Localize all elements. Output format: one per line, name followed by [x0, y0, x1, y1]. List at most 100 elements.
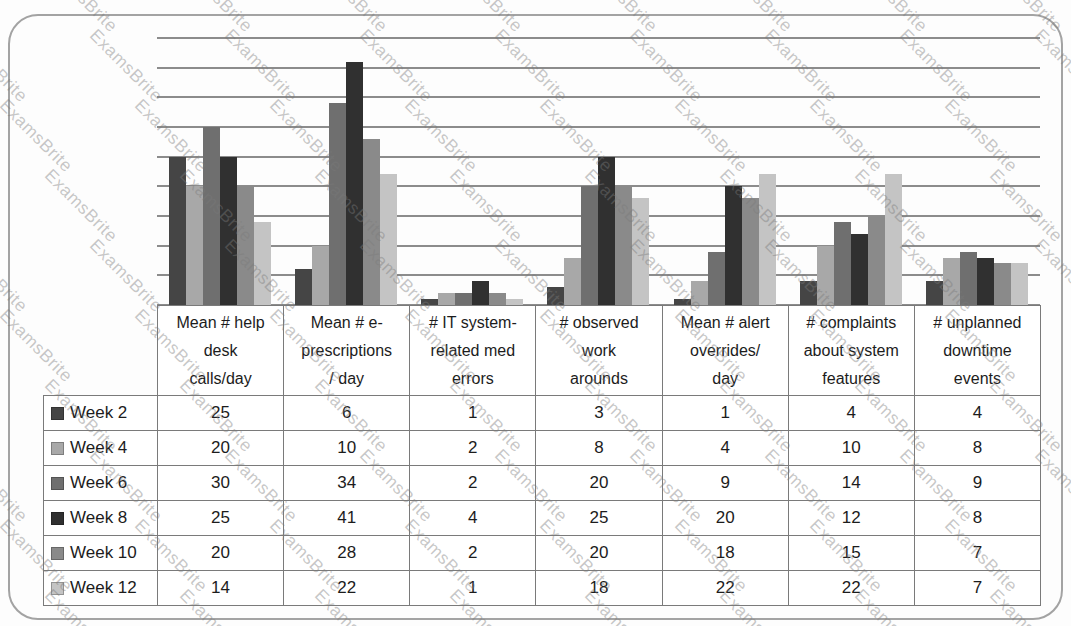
row-label-cell: Week 2: [44, 396, 158, 431]
value-cell-1-0: 20: [158, 431, 284, 466]
bar-week10-cat1: [363, 139, 380, 305]
bar-week8-cat0: [220, 157, 237, 305]
value-cell-0-4: 1: [662, 396, 788, 431]
bar-group-0: [157, 38, 283, 305]
value-cell-5-2: 1: [410, 571, 536, 606]
value-cell-3-0: 25: [158, 501, 284, 536]
bar-week4-cat5: [817, 246, 834, 305]
column-header-2: # IT system- related med errors: [410, 306, 536, 396]
legend-key-icon: [51, 582, 64, 595]
bar-week6-cat0: [203, 127, 220, 305]
value-cell-2-3: 20: [536, 466, 662, 501]
bar-week8-cat1: [346, 62, 363, 305]
bar-group-3: [535, 38, 661, 305]
value-cell-4-3: 20: [536, 536, 662, 571]
value-cell-0-1: 6: [284, 396, 410, 431]
row-label-cell: Week 6: [44, 466, 158, 501]
bar-week10-cat0: [237, 186, 254, 305]
bar-week10-cat3: [615, 186, 632, 305]
bar-week8-cat3: [598, 157, 615, 305]
value-cell-5-4: 22: [662, 571, 788, 606]
bar-chart-plot-area: [157, 38, 1040, 305]
bar-week4-cat3: [564, 258, 581, 305]
table-corner-blank: [44, 306, 158, 396]
bar-group-6: [914, 38, 1040, 305]
bar-week12-cat3: [632, 198, 649, 305]
bar-week12-cat1: [380, 174, 397, 305]
bar-week8-cat5: [851, 234, 868, 305]
value-cell-3-1: 41: [284, 501, 410, 536]
column-header-0: Mean # help desk calls/day: [158, 306, 284, 396]
value-cell-3-5: 12: [788, 501, 914, 536]
series-name-label: Week 10: [70, 543, 137, 563]
bar-week12-cat6: [1011, 263, 1028, 305]
bar-week6-cat5: [834, 222, 851, 305]
column-header-3: # observed work arounds: [536, 306, 662, 396]
value-cell-4-0: 20: [158, 536, 284, 571]
bar-week12-cat0: [254, 222, 271, 305]
value-cell-2-5: 14: [788, 466, 914, 501]
value-cell-1-4: 4: [662, 431, 788, 466]
bar-week4-cat6: [943, 258, 960, 305]
legend-key-icon: [51, 477, 64, 490]
value-cell-0-0: 25: [158, 396, 284, 431]
value-cell-3-4: 20: [662, 501, 788, 536]
value-cell-1-1: 10: [284, 431, 410, 466]
value-cell-1-2: 2: [410, 431, 536, 466]
value-cell-4-5: 15: [788, 536, 914, 571]
value-cell-3-3: 25: [536, 501, 662, 536]
legend-key-icon: [51, 512, 64, 525]
value-cell-5-6: 7: [914, 571, 1040, 606]
value-cell-3-2: 4: [410, 501, 536, 536]
value-cell-4-6: 7: [914, 536, 1040, 571]
table-row-week-12: Week 12142211822227: [44, 571, 1041, 606]
value-cell-5-3: 18: [536, 571, 662, 606]
bar-week2-cat5: [800, 281, 817, 305]
value-cell-2-1: 34: [284, 466, 410, 501]
row-label-cell: Week 10: [44, 536, 158, 571]
bar-group-5: [788, 38, 914, 305]
legend-key-icon: [51, 442, 64, 455]
bar-week6-cat3: [581, 186, 598, 305]
bar-week10-cat6: [994, 263, 1011, 305]
value-cell-5-0: 14: [158, 571, 284, 606]
value-cell-0-3: 3: [536, 396, 662, 431]
table-row-week-2: Week 225613144: [44, 396, 1041, 431]
bar-week8-cat6: [977, 258, 994, 305]
bar-week4-cat1: [312, 246, 329, 305]
bar-week6-cat1: [329, 103, 346, 305]
data-table: Mean # help desk calls/dayMean # e- pres…: [43, 305, 1041, 606]
bar-week2-cat3: [547, 287, 564, 305]
table-row-week-8: Week 8254142520128: [44, 501, 1041, 536]
table-row-week-6: Week 630342209149: [44, 466, 1041, 501]
bar-week6-cat6: [960, 252, 977, 305]
bar-week12-cat4: [759, 174, 776, 305]
screenshot-root: Mean # help desk calls/dayMean # e- pres…: [0, 0, 1071, 626]
bar-week10-cat2: [489, 293, 506, 305]
series-name-label: Week 8: [70, 508, 127, 528]
value-cell-1-6: 8: [914, 431, 1040, 466]
value-cell-4-1: 28: [284, 536, 410, 571]
legend-key-icon: [51, 547, 64, 560]
bar-week2-cat6: [926, 281, 943, 305]
bar-week10-cat5: [868, 216, 885, 305]
table-row-week-4: Week 42010284108: [44, 431, 1041, 466]
bar-group-1: [283, 38, 409, 305]
value-cell-5-1: 22: [284, 571, 410, 606]
value-cell-0-5: 4: [788, 396, 914, 431]
bar-week12-cat5: [885, 174, 902, 305]
value-cell-2-2: 2: [410, 466, 536, 501]
bar-week4-cat4: [691, 281, 708, 305]
series-name-label: Week 2: [70, 403, 127, 423]
bar-week2-cat1: [295, 269, 312, 305]
legend-key-icon: [51, 407, 64, 420]
row-label-cell: Week 12: [44, 571, 158, 606]
column-header-6: # unplanned downtime events: [914, 306, 1040, 396]
bar-week6-cat2: [455, 293, 472, 305]
value-cell-0-2: 1: [410, 396, 536, 431]
bar-group-2: [409, 38, 535, 305]
series-name-label: Week 4: [70, 438, 127, 458]
chart-bars: [157, 38, 1040, 305]
bar-group-4: [662, 38, 788, 305]
bar-week10-cat4: [742, 198, 759, 305]
